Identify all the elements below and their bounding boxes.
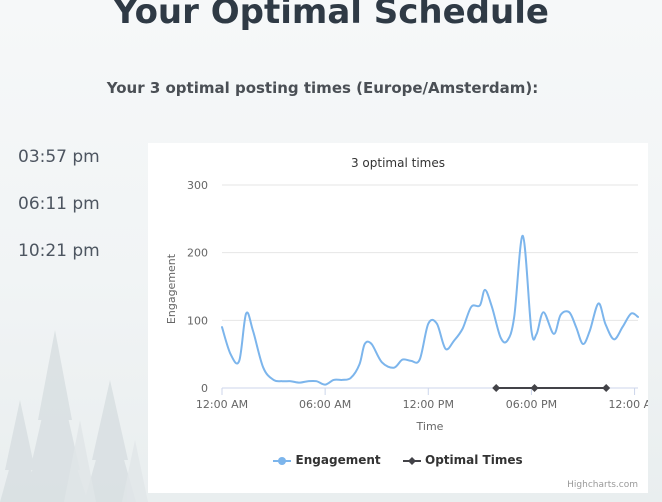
chart-gridlines [222,184,638,389]
legend-label: Engagement [295,453,381,467]
legend-item-engagement[interactable]: Engagement [273,453,381,467]
chart-container: 3 optimal times 0 100 200 300 12:00 AM 06:00… [148,143,648,493]
x-tick-label: 12:00 PM [403,398,454,411]
x-axis-title: Time [416,420,444,433]
optimal-time-item: 06:11 pm [18,194,100,214]
optimal-times-list: 03:57 pm 06:11 pm 10:21 pm [18,145,100,286]
optimal-time-item: 03:57 pm [18,147,100,167]
optimal-time-marker [602,384,611,392]
x-tick-label: 12:00 AM [608,398,648,411]
engagement-chart: 3 optimal times 0 100 200 300 12:00 AM 06:00… [165,156,648,433]
legend-line-diamond-icon [402,456,421,465]
legend-line-circle-icon [273,456,292,465]
x-tick-label: 12:00 AM [196,398,248,411]
chart-legend: Engagement Optimal Times [148,453,648,467]
page-title: Your Optimal Schedule [113,0,549,32]
y-tick-label: 300 [187,179,208,192]
y-axis: 0 100 200 300 [187,179,208,395]
chart-series [221,234,639,392]
chart-credits[interactable]: Highcharts.com [567,480,638,490]
x-tick-label: 06:00 PM [506,398,557,411]
y-tick-label: 200 [187,247,208,260]
optimal-time-marker [530,384,539,392]
y-tick-label: 0 [201,382,208,395]
legend-label: Optimal Times [425,453,523,467]
x-axis: 12:00 AM 06:00 AM 12:00 PM 06:00 PM 12:00 AM [196,388,648,411]
engagement-series-line [221,234,639,386]
optimal-time-marker [492,384,501,392]
optimal-times-subtitle: Your 3 optimal posting times (Europe/Ams… [106,79,539,97]
y-tick-label: 100 [187,314,208,327]
x-tick-label: 06:00 AM [299,398,351,411]
legend-item-optimal-times[interactable]: Optimal Times [402,453,523,467]
y-axis-title: Engagement [165,253,178,324]
optimal-time-item: 10:21 pm [18,241,100,261]
chart-title: 3 optimal times [351,156,445,170]
